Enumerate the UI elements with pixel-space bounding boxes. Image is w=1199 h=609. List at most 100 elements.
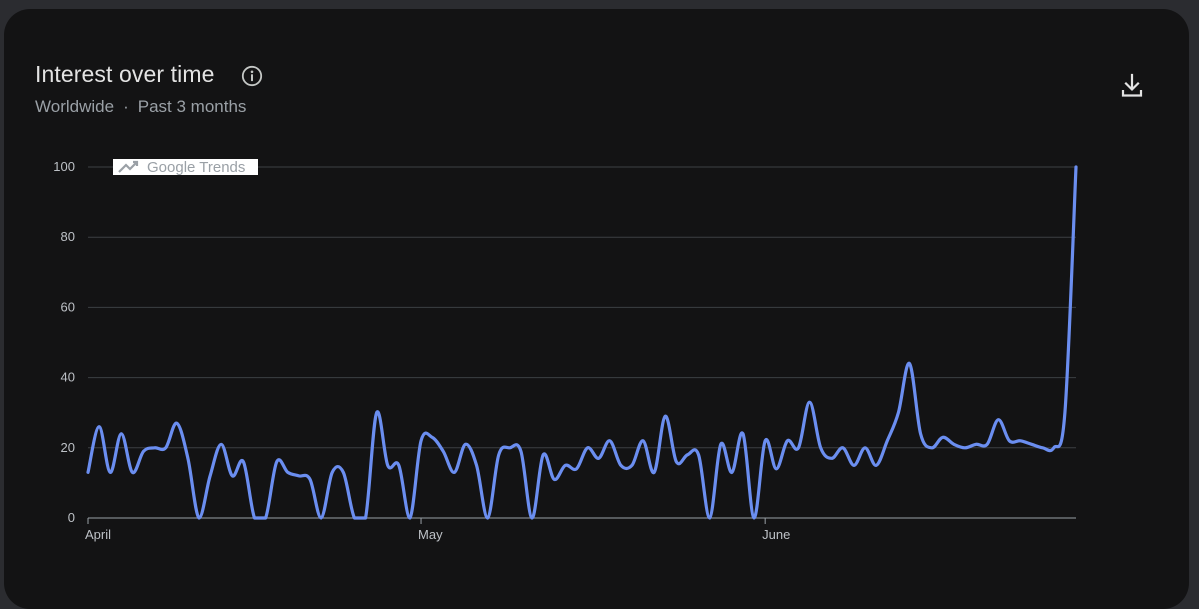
data-point: [352, 516, 356, 520]
x-tick-label: April: [85, 527, 111, 542]
data-point: [130, 470, 134, 474]
data-point: [819, 446, 823, 450]
data-point: [297, 474, 301, 478]
data-point: [386, 463, 390, 467]
data-point: [619, 463, 623, 467]
data-point: [652, 470, 656, 474]
data-point: [108, 470, 112, 474]
data-point: [397, 463, 401, 467]
data-point: [952, 442, 956, 446]
data-point: [330, 470, 334, 474]
data-point: [785, 439, 789, 443]
data-point: [685, 453, 689, 457]
data-point: [674, 460, 678, 464]
data-point: [164, 446, 168, 450]
data-point: [752, 516, 756, 520]
data-point: [586, 446, 590, 450]
data-point: [430, 435, 434, 439]
data-point: [375, 411, 379, 415]
data-point: [119, 432, 123, 436]
data-point: [286, 470, 290, 474]
data-point: [763, 439, 767, 443]
data-point: [907, 362, 911, 366]
region-label: Worldwide: [35, 97, 115, 116]
data-point: [597, 456, 601, 460]
data-point: [1052, 446, 1056, 450]
data-point: [264, 516, 268, 520]
data-point: [97, 425, 101, 429]
chart-subtitle: Worldwide · Past 3 months: [35, 97, 246, 117]
series-line: [86, 165, 1078, 520]
data-point: [219, 442, 223, 446]
data-point: [1007, 439, 1011, 443]
download-icon[interactable]: [1118, 72, 1146, 100]
data-point: [1063, 411, 1067, 415]
data-point: [1041, 446, 1045, 450]
data-point: [186, 456, 190, 460]
data-point: [708, 516, 712, 520]
data-point: [197, 516, 201, 520]
data-point: [974, 442, 978, 446]
data-point: [885, 439, 889, 443]
data-point: [519, 449, 523, 453]
y-tick-label: 0: [68, 510, 75, 525]
y-tick-label: 100: [53, 159, 75, 174]
y-tick-label: 60: [61, 299, 75, 314]
data-point: [508, 446, 512, 450]
data-point: [441, 449, 445, 453]
data-point: [241, 460, 245, 464]
data-point: [863, 446, 867, 450]
data-point: [574, 467, 578, 471]
data-point: [563, 463, 567, 467]
data-point: [641, 439, 645, 443]
data-point: [630, 463, 634, 467]
data-point: [486, 516, 490, 520]
y-tick-label: 40: [61, 370, 75, 385]
data-point: [796, 446, 800, 450]
data-point: [308, 477, 312, 481]
data-point: [774, 467, 778, 471]
data-point: [275, 460, 279, 464]
data-point: [175, 421, 179, 425]
data-point: [1074, 165, 1078, 169]
info-icon[interactable]: [241, 65, 263, 87]
data-point: [930, 446, 934, 450]
data-point: [475, 463, 479, 467]
data-point: [996, 418, 1000, 422]
x-tick-label: June: [762, 527, 790, 542]
watermark-background: [113, 159, 258, 175]
data-point: [419, 439, 423, 443]
x-tick-label: May: [418, 527, 443, 542]
data-point: [552, 477, 556, 481]
data-point: [896, 411, 900, 415]
data-point: [1018, 439, 1022, 443]
data-point: [497, 453, 501, 457]
data-point: [808, 400, 812, 404]
data-point: [208, 474, 212, 478]
data-point: [153, 446, 157, 450]
data-point: [941, 435, 945, 439]
data-point: [364, 516, 368, 520]
subtitle-separator: ·: [123, 97, 129, 116]
chart-title: Interest over time: [35, 61, 215, 87]
data-point: [697, 453, 701, 457]
y-tick-label: 20: [61, 440, 75, 455]
data-point: [608, 439, 612, 443]
y-tick-label: 80: [61, 229, 75, 244]
data-point: [830, 456, 834, 460]
data-point: [719, 442, 723, 446]
data-point: [874, 463, 878, 467]
data-point: [452, 470, 456, 474]
data-point: [985, 442, 989, 446]
data-point: [341, 470, 345, 474]
period-label: Past 3 months: [137, 97, 247, 116]
watermark-text: Google Trends: [147, 159, 245, 176]
data-point: [86, 470, 90, 474]
data-point: [541, 453, 545, 457]
data-point: [408, 516, 412, 520]
data-point: [319, 516, 323, 520]
data-point: [530, 516, 534, 520]
data-point: [963, 446, 967, 450]
data-point: [841, 446, 845, 450]
